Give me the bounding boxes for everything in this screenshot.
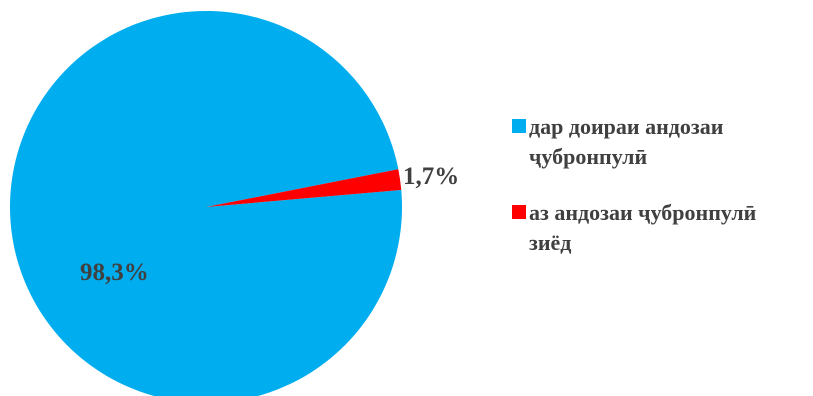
legend-label-above-norm-line-1: аз андозаи ҷубронпулӣ xyxy=(529,200,757,225)
legend: дар доираи андозаи ҷубронпулӣ аз андозаи… xyxy=(512,112,812,284)
pie-slice-within-norm xyxy=(10,10,402,396)
legend-swatch-within-norm xyxy=(512,119,526,133)
pie-slice-above-norm xyxy=(206,169,402,207)
legend-swatch-above-norm xyxy=(512,205,526,219)
legend-label-above-norm-line-2: зиёд xyxy=(529,230,572,255)
legend-item-within-norm: дар доираи андозаи ҷубронпулӣ xyxy=(512,112,812,172)
legend-item-above-norm: аз андозаи ҷубронпулӣ зиёд xyxy=(512,198,812,258)
legend-label-within-norm-line-1: дар доираи андозаи xyxy=(529,114,724,139)
legend-label-within-norm-line-2: ҷубронпулӣ xyxy=(529,144,648,169)
data-label-within-norm: 98,3% xyxy=(80,259,149,286)
data-label-above-norm: 1,7% xyxy=(403,163,459,190)
